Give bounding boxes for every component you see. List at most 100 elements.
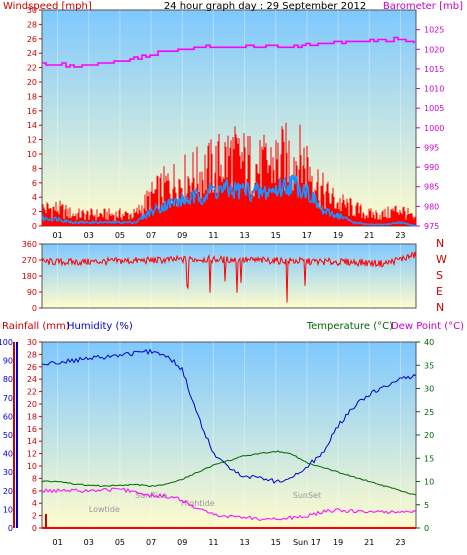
compass-direction-label: W — [436, 253, 447, 266]
humidity-y-tick-label: 60 — [3, 412, 13, 421]
rainfall-y-tick-label: 20 — [27, 400, 37, 409]
rainfall-y-tick-label: 10 — [27, 462, 37, 471]
humidity-y-tick-label: 10 — [3, 505, 13, 514]
barometer-y-tick-label: 1020 — [424, 45, 444, 54]
humidity-x-tick-label: Sun 17 — [293, 538, 321, 547]
wind-x-tick-label: 15 — [271, 231, 281, 240]
rainfall-y-tick-label: 24 — [27, 375, 37, 384]
humidity-plot-area — [41, 341, 417, 529]
humidity-axis-label: Humidity (%) — [67, 321, 133, 332]
humidity-y-tick-label: 0 — [8, 524, 13, 533]
rainfall-y-tick-label: 12 — [27, 450, 37, 459]
rainfall-y-tick-label: 18 — [27, 412, 37, 421]
humidity-x-tick-label: 21 — [364, 538, 374, 547]
rainfall-y-tick-label: 22 — [27, 388, 37, 397]
direction-y-ticks: 0 90 180 270 360 — [22, 240, 42, 313]
direction-y-tick-label: 360 — [22, 240, 37, 249]
wind-y-tick-label: 20 — [27, 78, 37, 87]
humidity-y-tick-label: 70 — [3, 394, 13, 403]
wind-x-tick-label: 19 — [333, 231, 343, 240]
humidity-y-tick-label: 50 — [3, 431, 13, 440]
temperature-y-tick-label: 25 — [424, 408, 434, 417]
wind-y-tick-label: 12 — [27, 136, 37, 145]
rainfall-y-tick-label: 14 — [27, 437, 37, 446]
barometer-y-tick-label: 980 — [424, 202, 439, 211]
dewpoint-series — [41, 487, 417, 521]
rainfall-y-tick-label: 8 — [32, 474, 37, 483]
wind-direction-series — [41, 251, 417, 303]
rainfall-y-tick-label: 4 — [32, 499, 37, 508]
barometer-axis-label: Barometer [mb] — [383, 1, 463, 12]
humidity-y-tick-label: 90 — [3, 357, 13, 366]
temperature-y-ticks: 0 5 10 15 20 25 30 35 40 — [416, 338, 434, 533]
wind-y-tick-label: 30 — [27, 6, 37, 15]
humidity-temp-panel: Rainfall (mm) Humidity (%) Temperature (… — [0, 321, 464, 547]
wind-x-tick-label: 21 — [364, 231, 374, 240]
rainfall-axis-label: Rainfall (mm) — [2, 321, 70, 332]
barometer-y-tick-label: 995 — [424, 143, 439, 152]
direction-grid — [57, 244, 401, 308]
barometer-y-tick-label: 985 — [424, 183, 439, 192]
humidity-grid — [57, 342, 401, 528]
wind-y-tick-label: 14 — [27, 121, 37, 130]
temperature-y-tick-label: 15 — [424, 454, 434, 463]
humidity-x-tick-label: 15 — [271, 538, 281, 547]
wind-y-tick-label: 8 — [32, 164, 37, 173]
temperature-y-tick-label: 10 — [424, 478, 434, 487]
barometer-y-tick-label: 1005 — [424, 104, 444, 113]
barometer-y-ticks: 975 980 985 990 995 1000 1005 1010 1015 1020 1025 — [416, 26, 444, 231]
wind-y-tick-label: 18 — [27, 92, 37, 101]
humidity-y-tick-label: 100 — [0, 338, 13, 347]
direction-y-tick-label: 180 — [22, 272, 37, 281]
temperature-y-tick-label: 35 — [424, 361, 434, 370]
rainfall-y-tick-label: 0 — [32, 524, 37, 533]
annotation-label: Lowtide — [89, 505, 120, 514]
barometer-y-tick-label: 975 — [424, 222, 439, 231]
humidity-y-tick-label: 40 — [3, 450, 13, 459]
wind-x-tick-label: 05 — [115, 231, 125, 240]
humidity-series — [41, 348, 417, 484]
barometer-y-tick-label: 990 — [424, 163, 439, 172]
barometer-series — [42, 36, 415, 68]
wind-y-tick-label: 10 — [27, 150, 37, 159]
wind-y-tick-label: 26 — [27, 35, 37, 44]
humidity-x-tick-label: 23 — [395, 538, 405, 547]
wind-x-tick-label: 11 — [208, 231, 218, 240]
wind-axis-label: Windspeed [mph] — [3, 1, 92, 12]
humidity-x-tick-label: 09 — [177, 538, 187, 547]
rainfall-y-tick-label: 28 — [27, 350, 37, 359]
humidity-x-tick-label: 07 — [146, 538, 156, 547]
wind-y-tick-label: 16 — [27, 107, 37, 116]
annotation-label: SunSet — [293, 491, 321, 500]
graph-title: 24 hour graph day : 29 September 2012 — [164, 1, 366, 12]
humidity-y-tick-label: 30 — [3, 468, 13, 477]
wind-average-series — [41, 174, 417, 227]
direction-y-tick-label: 270 — [22, 256, 37, 265]
temperature-y-tick-label: 5 — [424, 501, 429, 510]
rainfall-y-tick-label: 2 — [32, 512, 37, 521]
direction-y-tick-label: 90 — [27, 288, 37, 297]
wind-y-tick-label: 22 — [27, 64, 37, 73]
humidity-y-tick-label: 20 — [3, 487, 13, 496]
humidity-x-tick-label: 13 — [239, 538, 249, 547]
barometer-y-tick-label: 1010 — [424, 85, 444, 94]
temperature-y-tick-label: 40 — [424, 338, 434, 347]
temperature-series — [41, 450, 417, 496]
humidity-y-tick-label: 80 — [3, 375, 13, 384]
humidity-temp-series — [41, 348, 417, 529]
humidity-x-tick-label: 01 — [52, 538, 62, 547]
wind-x-tick-label: 13 — [239, 231, 249, 240]
humidity-x-tick-label: 11 — [208, 538, 218, 547]
compass-direction-label: S — [436, 269, 443, 282]
wind-x-tick-label: 23 — [395, 231, 405, 240]
wind-y-tick-label: 2 — [32, 208, 37, 217]
compass-direction-label: E — [436, 285, 443, 298]
rainfall-y-tick-label: 26 — [27, 363, 37, 372]
humidity-x-tick-label: 05 — [115, 538, 125, 547]
direction-y-tick-label: 0 — [32, 304, 37, 313]
